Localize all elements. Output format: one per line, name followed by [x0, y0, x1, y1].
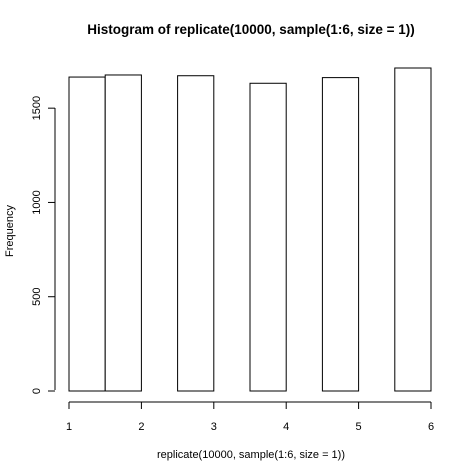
x-tick-label-5: 5 — [356, 421, 362, 433]
y-tick-label-0: 0 — [31, 388, 43, 394]
y-tick-label-1500: 1500 — [31, 96, 43, 120]
x-tick-label-2: 2 — [138, 421, 144, 433]
histogram-bar-1 — [68, 76, 106, 392]
histogram-bar-5 — [321, 77, 360, 392]
histogram-bars — [68, 67, 432, 392]
histogram-bar-6 — [394, 67, 432, 392]
x-axis-label: replicate(10000, sample(1:6, size = 1)) — [157, 449, 345, 461]
histogram-bar-3 — [177, 75, 215, 392]
y-tick-label-500: 500 — [31, 288, 43, 306]
x-tick-label-1: 1 — [66, 421, 72, 433]
x-tick-label-4: 4 — [283, 421, 289, 433]
histogram-bar-4 — [249, 82, 287, 392]
y-tick-label-1000: 1000 — [31, 190, 43, 214]
x-tick-label-3: 3 — [211, 421, 217, 433]
y-axis-label: Frequency — [4, 205, 16, 257]
x-axis-ticks: 1 2 3 4 5 6 — [66, 402, 434, 433]
histogram-bar-2 — [104, 74, 142, 392]
y-axis-ticks: 0 500 1000 1500 — [31, 96, 55, 394]
x-tick-label-6: 6 — [428, 421, 434, 433]
chart-title: Histogram of replicate(10000, sample(1:6… — [87, 22, 415, 37]
